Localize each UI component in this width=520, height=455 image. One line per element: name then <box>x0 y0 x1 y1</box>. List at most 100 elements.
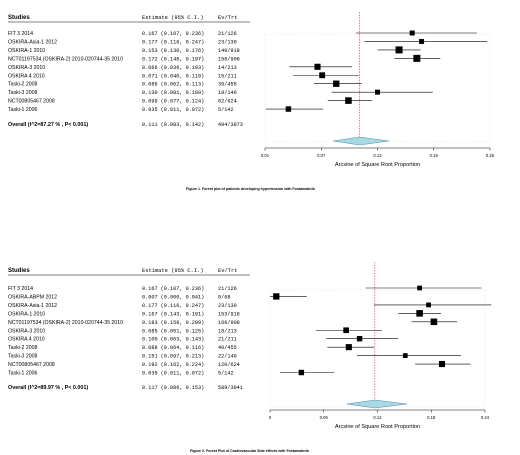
study-estimate-ci: 0.172 (0.148, 0.197) <box>142 56 204 62</box>
study-effect-square <box>356 335 363 342</box>
study-estimate-ci: 0.167 (0.107, 0.236) <box>142 286 204 292</box>
study-effect-square <box>416 310 423 317</box>
study-effect-square <box>345 344 352 351</box>
study-events-total: 5/142 <box>218 107 234 113</box>
study-events-total: 5/142 <box>218 371 234 377</box>
study-name: OSKIRA-ABPM 2012 <box>8 294 57 300</box>
study-name: OSKIRA 4 2010 <box>8 337 45 343</box>
study-name: NCT01197534 (OSKIRA-2) 2010-020744-35 20… <box>8 320 123 326</box>
x-axis-label: Arcsine of Square Root Proportion <box>335 162 420 168</box>
study-name: OSKIRA-3 2010 <box>8 65 45 71</box>
study-name: OSKIRA-Asia-1 2012 <box>8 303 57 309</box>
study-events-total: 14/213 <box>218 65 237 71</box>
study-events-total: 156/908 <box>218 56 240 62</box>
study-name: Taski-3 2008 <box>8 354 38 360</box>
study-effect-square <box>426 302 431 308</box>
study-name: Taski-1 2006 <box>8 107 38 113</box>
study-effect-square <box>402 353 408 358</box>
study-estimate-ci: 0.035 (0.011, 0.072) <box>142 107 204 113</box>
study-estimate-ci: 0.099 (0.077, 0.124) <box>142 99 204 105</box>
study-events-total: 120/624 <box>218 362 240 368</box>
study-name: NCT00805467 2008 <box>8 362 55 368</box>
study-estimate-ci: 0.153 (0.130, 0.176) <box>142 48 204 54</box>
x-tick-label: 0.19 <box>430 153 439 158</box>
overall-events-total: 494/3873 <box>218 122 243 128</box>
study-effect-square <box>419 38 425 44</box>
overall-label: Overall (I^2=87.27 % , P< 0.001) <box>8 122 88 128</box>
study-events-total: 23/130 <box>218 39 237 45</box>
study-events-total: 40/455 <box>218 345 237 351</box>
study-effect-square <box>333 80 340 87</box>
study-effect-square <box>409 30 415 36</box>
study-events-total: 62/624 <box>218 99 237 105</box>
study-name: Taski-3 2008 <box>8 90 38 96</box>
study-events-total: 39/455 <box>218 82 237 88</box>
x-tick-label: 0.18 <box>427 415 436 420</box>
study-estimate-ci: 0.071 (0.040, 0.110) <box>142 73 204 79</box>
study-effect-square <box>273 293 280 300</box>
study-estimate-ci: 0.035 (0.011, 0.072) <box>142 371 204 377</box>
study-estimate-ci: 0.177 (0.116, 0.247) <box>142 303 204 309</box>
study-name: NCT01197534 (OSKIRA-2) 2010-020744-35 20… <box>8 56 123 62</box>
header-estimate: Estimate (95% C.I.) <box>142 268 203 274</box>
study-events-total: 19/146 <box>218 90 237 96</box>
study-events-total: 21/126 <box>218 31 237 37</box>
study-estimate-ci: 0.167 (0.143, 0.191) <box>142 311 204 317</box>
x-tick-label: 0.25 <box>486 153 495 158</box>
study-events-total: 21/211 <box>218 337 237 343</box>
study-effect-square <box>314 63 321 70</box>
header-studies: Studies <box>8 268 30 274</box>
x-tick-label: 0.24 <box>481 415 490 420</box>
overall-diamond <box>333 136 389 146</box>
study-name: FIT 3 2014 <box>8 286 33 292</box>
study-name: Taski-2 2008 <box>8 345 38 351</box>
header-estimate: Estimate (95% C.I.) <box>142 15 203 21</box>
study-estimate-ci: 0.130 (0.081, 0.189) <box>142 90 204 96</box>
overall-diamond <box>347 399 408 409</box>
overall-events-total: 589/3941 <box>218 385 243 391</box>
overall-estimate-ci: 0.111 (0.083, 0.142) <box>142 122 204 128</box>
overall-estimate-ci: 0.117 (0.086, 0.153) <box>142 385 204 391</box>
study-events-total: 153/918 <box>218 311 240 317</box>
study-estimate-ci: 0.151 (0.097, 0.213) <box>142 354 204 360</box>
study-events-total: 166/908 <box>218 320 240 326</box>
x-tick-label: 0 <box>269 415 272 420</box>
study-effect-square <box>413 54 421 62</box>
study-events-total: 140/918 <box>218 48 240 54</box>
study-name: Taski-1 2006 <box>8 371 38 377</box>
study-events-total: 23/130 <box>218 303 237 309</box>
x-axis-label: Arcsine of Square Root Proportion <box>335 424 420 430</box>
study-events-total: 15/211 <box>218 73 237 79</box>
study-name: OSKIRA 4 2010 <box>8 73 45 79</box>
study-events-total: 21/126 <box>218 286 237 292</box>
study-name: NCT00805467 2008 <box>8 99 55 105</box>
x-tick-label: 0.06 <box>320 415 329 420</box>
study-name: OSKIRA-3 2010 <box>8 328 45 334</box>
study-effect-square <box>395 46 403 54</box>
figure-caption: Figure 1. Forest plot of patients develo… <box>186 187 316 191</box>
study-effect-square <box>430 318 438 326</box>
study-estimate-ci: 0.192 (0.162, 0.224) <box>142 362 204 368</box>
study-effect-square <box>285 106 292 112</box>
study-effect-square <box>417 285 422 291</box>
study-name: Taski-2 2008 <box>8 82 38 88</box>
study-estimate-ci: 0.177 (0.116, 0.247) <box>142 39 204 45</box>
study-estimate-ci: 0.007 (0.000, 0.041) <box>142 294 204 300</box>
study-effect-square <box>375 89 380 95</box>
plot-frame <box>269 289 486 408</box>
study-estimate-ci: 0.066 (0.036, 0.103) <box>142 65 204 71</box>
study-estimate-ci: 0.085 (0.051, 0.125) <box>142 328 204 334</box>
x-tick-label: 0.12 <box>373 415 382 420</box>
study-estimate-ci: 0.167 (0.107, 0.236) <box>142 31 204 37</box>
study-effect-square <box>345 97 352 104</box>
overall-label: Overall (I^2=89.97 % , P< 0.001) <box>8 385 88 391</box>
study-effect-square <box>319 72 326 79</box>
study-events-total: 18/213 <box>218 328 237 334</box>
study-name: OSKIRA-1 2010 <box>8 311 45 317</box>
x-tick-label: 0.07 <box>317 153 326 158</box>
header-evtrt: Ev/Trt <box>218 268 237 274</box>
study-effect-square <box>438 361 446 368</box>
study-estimate-ci: 0.100 (0.063, 0.143) <box>142 337 204 343</box>
figure-caption: Figure 2. Forest Plot of Cardiovascular … <box>190 449 310 453</box>
